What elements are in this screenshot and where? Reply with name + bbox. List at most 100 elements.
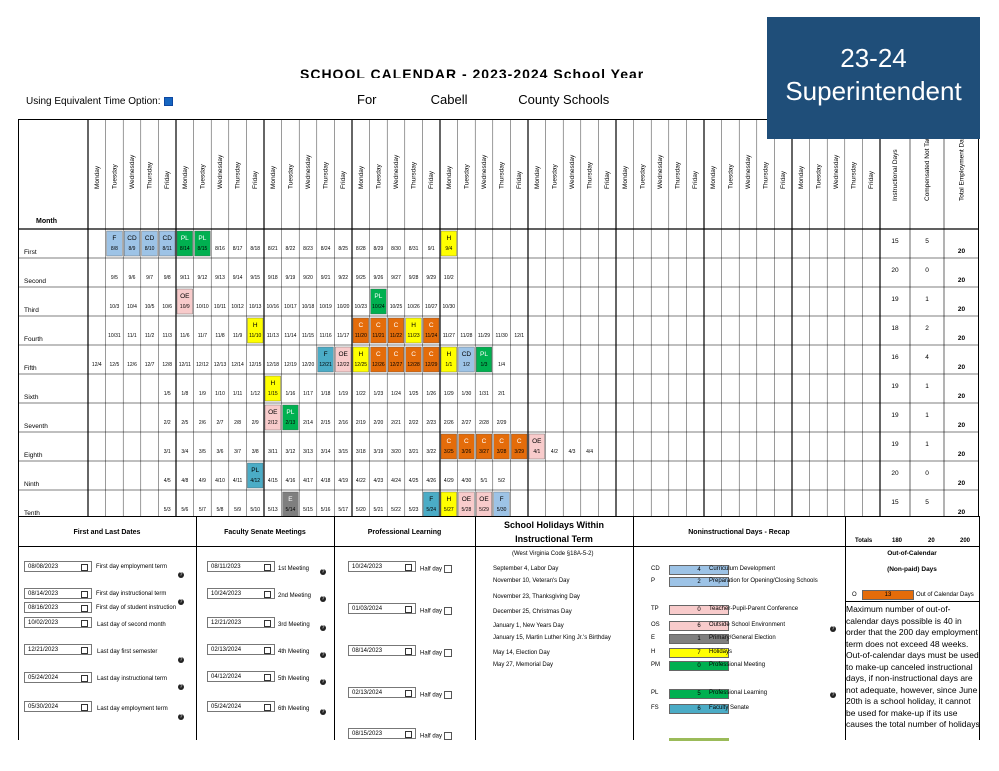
first-last-date-input[interactable]: 05/30/2024	[24, 701, 92, 712]
pl-date-input[interactable]: 10/24/2023	[348, 561, 416, 572]
half-day-option[interactable]: Half day	[420, 691, 453, 699]
day-date: 12/28	[407, 362, 420, 368]
day-name-tuesday: Tuesday	[727, 164, 734, 189]
day-name-monday: Monday	[358, 165, 365, 189]
summary-value: 19	[891, 441, 899, 448]
calendar-icon[interactable]	[405, 564, 412, 571]
day-date: 9/29	[426, 275, 436, 281]
day-date: 10/3	[110, 304, 120, 310]
equivalent-time-checkbox[interactable]	[163, 96, 173, 106]
faculty-date-input[interactable]: 05/24/2024	[207, 701, 275, 712]
help-icon[interactable]: ?	[178, 684, 184, 690]
out-of-calendar-value[interactable]: 13	[862, 590, 914, 600]
help-icon[interactable]: ?	[830, 692, 836, 698]
day-code: H	[358, 351, 363, 358]
day-code-cell	[247, 317, 264, 344]
day-code: PL	[374, 293, 382, 300]
day-date: 2/29	[497, 420, 507, 426]
calendar-icon[interactable]	[405, 690, 412, 697]
bottom-column-border	[196, 516, 197, 740]
half-day-option[interactable]: Half day	[420, 732, 453, 740]
calendar-icon[interactable]	[81, 704, 88, 711]
calendar-icon[interactable]	[264, 674, 271, 681]
faculty-date-input[interactable]: 04/12/2024	[207, 671, 275, 682]
half-day-option[interactable]: Half day	[420, 607, 453, 615]
calendar-icon[interactable]	[264, 704, 271, 711]
day-date: 4/12	[250, 478, 260, 484]
first-last-date-input[interactable]: 08/16/2023	[24, 602, 92, 613]
calendar-icon[interactable]	[81, 564, 88, 571]
recap-value[interactable]: 6	[669, 621, 729, 631]
calendar-icon[interactable]	[405, 606, 412, 613]
help-icon[interactable]: ?	[830, 626, 836, 632]
recap-value[interactable]: 6	[669, 704, 729, 714]
pl-date-input[interactable]: 08/14/2023	[348, 645, 416, 656]
recap-value[interactable]: 5	[669, 689, 729, 699]
first-last-title: First and Last Dates	[73, 529, 141, 536]
summary-value: 1	[925, 296, 929, 303]
day-date: 5/1	[481, 478, 488, 484]
county-name[interactable]: Cabell	[430, 92, 468, 107]
help-icon[interactable]: ?	[320, 596, 326, 602]
recap-value[interactable]: 1	[669, 634, 729, 644]
help-icon[interactable]: ?	[178, 714, 184, 720]
calendar-icon[interactable]	[405, 731, 412, 738]
day-date: 12/8	[162, 362, 172, 368]
first-last-date-input[interactable]: 08/08/2023	[24, 561, 92, 572]
recap-value[interactable]: 4	[669, 565, 729, 575]
half-day-checkbox[interactable]	[444, 732, 453, 740]
calendar-icon[interactable]	[81, 605, 88, 612]
half-day-checkbox[interactable]	[444, 607, 453, 615]
day-date: 4/4	[586, 449, 593, 455]
calendar-icon[interactable]	[264, 591, 271, 598]
recap-value[interactable]: 7	[669, 648, 729, 658]
calendar-icon[interactable]	[264, 564, 271, 571]
first-last-date-input[interactable]: 08/14/2023	[24, 588, 92, 599]
faculty-date-input[interactable]: 02/13/2024	[207, 644, 275, 655]
help-icon[interactable]: ?	[320, 679, 326, 685]
help-icon[interactable]: ?	[178, 599, 184, 605]
recap-value[interactable]: 2	[669, 577, 729, 587]
pl-date-input[interactable]: 02/13/2024	[348, 687, 416, 698]
half-day-checkbox[interactable]	[444, 565, 453, 573]
help-icon[interactable]: ?	[320, 569, 326, 575]
day-date: 3/11	[268, 449, 278, 455]
help-icon[interactable]: ?	[320, 709, 326, 715]
day-date: 11/29	[478, 333, 490, 339]
calendar-icon[interactable]	[405, 648, 412, 655]
faculty-date-input[interactable]: 12/21/2023	[207, 617, 275, 628]
calendar-icon[interactable]	[81, 591, 88, 598]
day-code-cell	[528, 433, 545, 460]
faculty-date-input[interactable]: 08/11/2023	[207, 561, 275, 572]
help-icon[interactable]: ?	[178, 572, 184, 578]
calendar-icon[interactable]	[264, 647, 271, 654]
day-code-cell	[405, 346, 422, 373]
first-last-date-input[interactable]: 12/21/2023	[24, 644, 92, 655]
help-icon[interactable]: ?	[178, 657, 184, 663]
half-day-checkbox[interactable]	[444, 649, 453, 657]
calendar-icon[interactable]	[81, 675, 88, 682]
day-code: H	[270, 380, 275, 387]
calendar-icon[interactable]	[81, 620, 88, 627]
calendar-icon[interactable]	[264, 620, 271, 627]
faculty-date-input[interactable]: 10/24/2023	[207, 588, 275, 599]
half-day-option[interactable]: Half day	[420, 565, 453, 573]
recap-value[interactable]: 0	[669, 605, 729, 615]
help-icon[interactable]: ?	[320, 652, 326, 658]
summary-value: 1	[925, 441, 929, 448]
pl-date-input[interactable]: 08/15/2023	[348, 728, 416, 739]
month-name: Fifth	[24, 365, 37, 372]
day-date: 10/6	[162, 304, 172, 310]
pl-date-input[interactable]: 01/03/2024	[348, 603, 416, 614]
half-day-option[interactable]: Half day	[420, 649, 453, 657]
day-date: 1/25	[409, 391, 419, 397]
first-last-date-input[interactable]: 05/24/2024	[24, 672, 92, 683]
day-date: 4/10	[215, 478, 225, 484]
help-icon[interactable]: ?	[320, 625, 326, 631]
half-day-checkbox[interactable]	[444, 691, 453, 699]
day-code-cell	[141, 230, 158, 257]
calendar-icon[interactable]	[81, 647, 88, 654]
recap-value[interactable]: 0	[669, 661, 729, 671]
day-date: 5/8	[217, 507, 224, 513]
first-last-date-input[interactable]: 10/02/2023	[24, 617, 92, 628]
